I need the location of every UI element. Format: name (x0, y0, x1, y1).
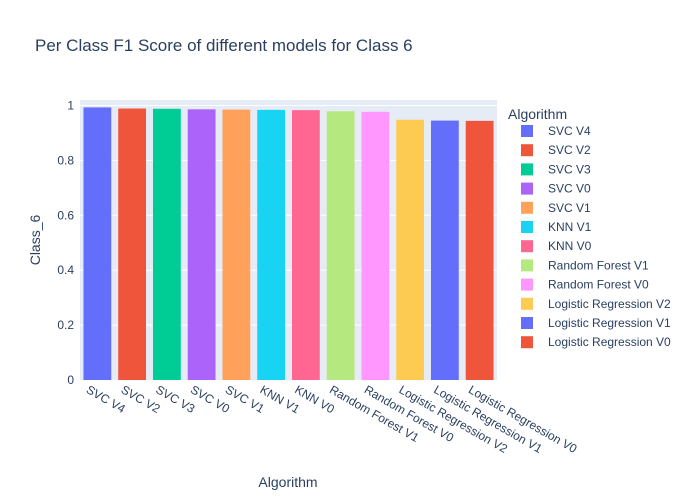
legend-title: Algorithm (508, 106, 567, 122)
y-tick-label: 0.8 (57, 153, 74, 167)
legend-swatch (521, 297, 533, 310)
plot-area (80, 100, 497, 380)
chart-title: Per Class F1 Score of different models f… (35, 36, 413, 55)
legend-swatch (521, 336, 533, 349)
legend-item[interactable]: SVC V2 (521, 143, 591, 157)
legend-item[interactable]: KNN V1 (521, 220, 592, 234)
legend-item[interactable]: Random Forest V0 (521, 278, 649, 292)
legend-swatch (521, 182, 533, 195)
bar[interactable] (222, 109, 251, 380)
legend-item[interactable]: SVC V0 (521, 182, 591, 196)
legend-swatch (521, 163, 533, 176)
legend-swatch (521, 240, 533, 253)
x-tick-label: SVC V1 (223, 382, 267, 416)
legend-item[interactable]: Random Forest V1 (521, 258, 649, 272)
legend-label: SVC V1 (548, 201, 591, 215)
legend-item[interactable]: Logistic Regression V2 (521, 297, 671, 311)
y-tick-label: 0.6 (57, 208, 74, 222)
bar[interactable] (326, 111, 355, 380)
bar[interactable] (361, 111, 390, 380)
bar[interactable] (83, 107, 112, 380)
bar[interactable] (465, 120, 494, 381)
y-tick-label: 0.2 (57, 318, 74, 332)
legend-label: KNN V0 (548, 239, 592, 253)
bar[interactable] (152, 108, 181, 381)
legend-label: KNN V1 (548, 220, 592, 234)
y-tick-label: 0 (67, 373, 74, 387)
bar[interactable] (396, 119, 425, 380)
legend-swatch (521, 317, 533, 329)
legend-label: Logistic Regression V0 (548, 335, 671, 349)
bar[interactable] (187, 109, 216, 380)
bar[interactable] (257, 109, 286, 380)
x-tick-label: SVC V2 (119, 382, 163, 416)
bar[interactable] (291, 110, 320, 380)
legend-label: SVC V4 (548, 124, 591, 138)
legend-swatch (521, 144, 533, 157)
y-axis-title: Class_6 (27, 215, 43, 266)
x-tick-label: SVC V0 (188, 382, 232, 416)
legend-item[interactable]: SVC V3 (521, 162, 591, 176)
x-axis-title: Algorithm (258, 474, 317, 490)
legend-label: Logistic Regression V2 (548, 297, 671, 311)
bar[interactable] (118, 108, 147, 381)
legend-item[interactable]: Logistic Regression V1 (521, 316, 671, 330)
legend-label: SVC V2 (548, 143, 591, 157)
y-tick-label: 0.4 (57, 263, 74, 277)
legend-swatch (521, 125, 533, 137)
legend: Algorithm SVC V4 SVC V2 SVC V3 SVC V0 SVC V1… (508, 106, 671, 349)
legend-label: SVC V3 (548, 162, 591, 176)
x-tick-label: SVC V4 (84, 382, 128, 416)
legend-swatch (521, 278, 533, 291)
legend-swatch (521, 221, 533, 233)
legend-item[interactable]: SVC V4 (521, 124, 591, 138)
bar[interactable] (430, 120, 459, 381)
legend-item[interactable]: SVC V1 (521, 201, 591, 215)
legend-label: Logistic Regression V1 (548, 316, 671, 330)
legend-item[interactable]: KNN V0 (521, 239, 592, 253)
legend-swatch (521, 259, 533, 272)
legend-swatch (521, 201, 533, 214)
y-tick-label: 1 (67, 98, 74, 112)
legend-label: Random Forest V1 (548, 258, 649, 272)
legend-label: Random Forest V0 (548, 278, 649, 292)
legend-item[interactable]: Logistic Regression V0 (521, 335, 671, 349)
x-tick-label: SVC V3 (153, 382, 197, 416)
legend-label: SVC V0 (548, 182, 591, 196)
